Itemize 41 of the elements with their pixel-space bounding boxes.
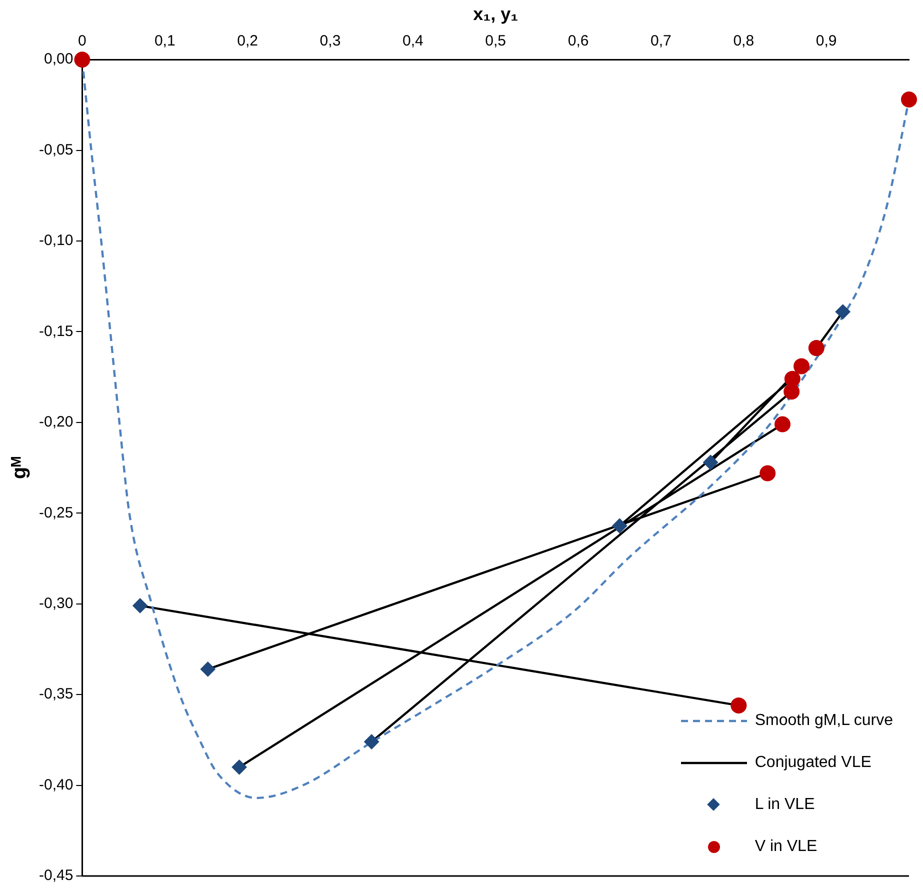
- point: [760, 465, 776, 482]
- x-tick-label: 0,3: [320, 32, 341, 50]
- x-tick-label: 0,2: [237, 32, 258, 50]
- x-tick-label: 0,9: [816, 32, 837, 50]
- legend-label: V in VLE: [754, 838, 818, 856]
- y-axis-title: gᴹ: [8, 456, 31, 480]
- y-tick-label: 0,00: [44, 50, 74, 68]
- point: [232, 760, 247, 775]
- y-tick-label: -0,45: [38, 867, 74, 884]
- point: [784, 370, 800, 387]
- x-tick-label: 0,4: [402, 32, 424, 50]
- y-tick-label: -0,15: [38, 322, 74, 340]
- y-tick-label: -0,35: [38, 686, 74, 703]
- x-tick-label: 0: [78, 32, 86, 50]
- x-axis-title: x₁, y₁: [473, 4, 518, 24]
- point: [835, 304, 850, 320]
- y-tick-label: -0,20: [38, 414, 74, 431]
- x-tick-label: 0,8: [733, 32, 754, 50]
- point: [808, 340, 824, 356]
- point: [74, 52, 90, 68]
- legend-label: L in VLE: [754, 796, 815, 814]
- y-tick-label: -0,10: [38, 232, 74, 250]
- x-tick-label: 0,5: [485, 32, 506, 50]
- x-tick-label: 0,7: [650, 32, 672, 50]
- point: [901, 92, 917, 108]
- point: [730, 697, 747, 714]
- point: [703, 454, 718, 470]
- legend-label: Conjugated VLE: [754, 754, 872, 772]
- y-tick-label: -0,40: [38, 776, 74, 794]
- legend-label: Smooth gM,L curve: [754, 712, 893, 730]
- point: [364, 734, 380, 750]
- point: [794, 358, 810, 374]
- x-tick-label: 0,6: [568, 32, 589, 50]
- x-tick-label: 0,1: [154, 32, 176, 50]
- point: [132, 598, 148, 614]
- y-tick-label: -0,25: [38, 504, 74, 522]
- y-tick-label: -0,05: [38, 141, 74, 158]
- point: [612, 518, 628, 534]
- point: [774, 416, 790, 432]
- point: [200, 662, 216, 677]
- y-tick-label: -0,30: [38, 595, 74, 612]
